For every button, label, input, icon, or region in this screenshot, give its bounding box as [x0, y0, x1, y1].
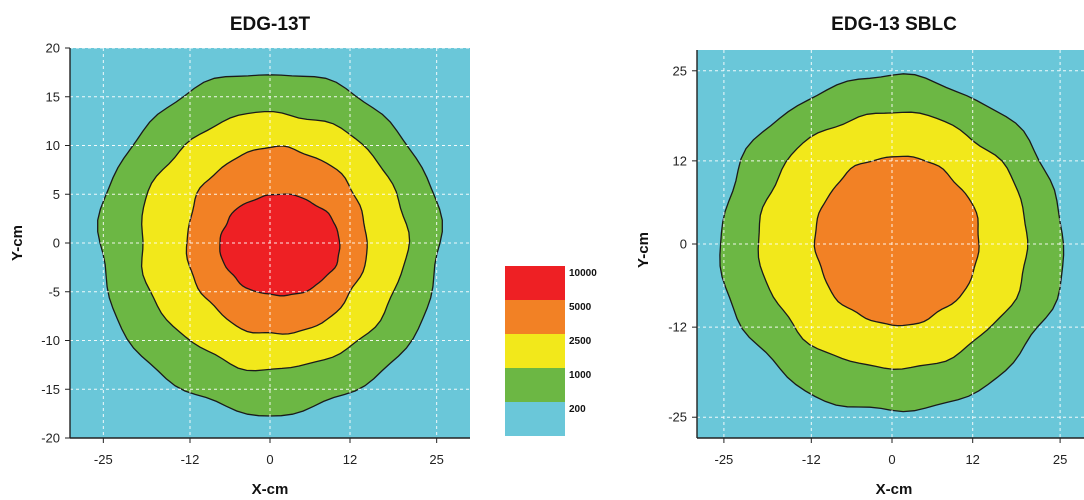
- legend-label: 200: [569, 404, 586, 415]
- x-tick-label: 25: [429, 452, 443, 467]
- x-tick-label: -25: [94, 452, 113, 467]
- legend-swatch: [505, 368, 565, 402]
- x-tick-label: 12: [343, 452, 357, 467]
- x-tick-label: 25: [1053, 452, 1067, 467]
- y-tick-label: 25: [673, 63, 687, 78]
- y-tick-label: -10: [41, 333, 60, 348]
- contour-region: [813, 155, 980, 327]
- y-tick-label: 0: [680, 237, 687, 252]
- y-axis-label: Y-cm: [9, 225, 26, 261]
- plot-area: -25 -12 0 12 25 25 12 0 -12 -25: [668, 50, 1084, 467]
- y-tick-label: -15: [41, 382, 60, 397]
- y-tick-label: 10: [46, 138, 60, 153]
- chart-edg-13t: EDG-13T -25 -12 0 12 25 -20 -15 -10 -5 0 5 10 15 20 X…: [9, 14, 470, 498]
- x-tick-label: 0: [888, 452, 895, 467]
- y-tick-label: 0: [53, 236, 60, 251]
- chart-title: EDG-13T: [230, 14, 311, 35]
- y-axis-label: Y-cm: [635, 232, 652, 268]
- y-tick-label: -12: [668, 320, 687, 335]
- legend-label: 5000: [569, 302, 592, 313]
- legend-label: 10000: [569, 268, 597, 279]
- color-legend: 10000 5000 2500 1000 200: [505, 266, 597, 436]
- contour-region: [219, 193, 341, 297]
- legend-swatch: [505, 266, 565, 300]
- x-axis-label: X-cm: [252, 481, 289, 498]
- x-tick-label: 0: [266, 452, 273, 467]
- legend-swatch: [505, 402, 565, 436]
- y-tick-label: 5: [53, 187, 60, 202]
- y-tick-label: 15: [46, 89, 60, 104]
- y-tick-label: 20: [46, 41, 60, 56]
- y-tick-label: -20: [41, 431, 60, 446]
- x-axis-label: X-cm: [876, 481, 913, 498]
- x-tick-label: -12: [181, 452, 200, 467]
- y-tick-label: -25: [668, 410, 687, 425]
- legend-swatch: [505, 300, 565, 334]
- y-tick-label: -5: [48, 284, 60, 299]
- y-tick-label: 12: [673, 153, 687, 168]
- legend-label: 1000: [569, 370, 592, 381]
- x-tick-label: 12: [965, 452, 979, 467]
- legend-swatch: [505, 334, 565, 368]
- x-tick-label: -25: [714, 452, 733, 467]
- x-tick-label: -12: [802, 452, 821, 467]
- plot-area: -25 -12 0 12 25 -20 -15 -10 -5 0 5 10 15 20: [41, 41, 470, 467]
- legend-label: 2500: [569, 336, 592, 347]
- chart-title: EDG-13 SBLC: [831, 14, 957, 35]
